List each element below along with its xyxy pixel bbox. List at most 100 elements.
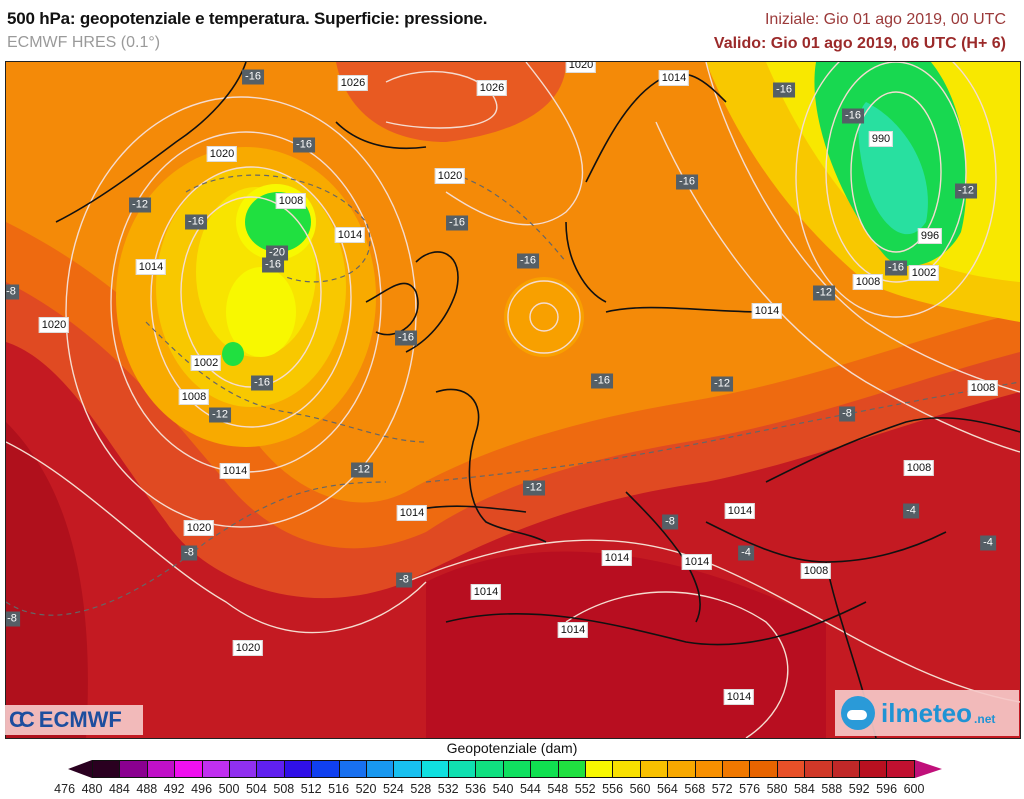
isotherm-label: -12 (813, 285, 835, 301)
isotherm-label: -16 (517, 253, 539, 269)
isobar-label: 1008 (852, 274, 884, 290)
isotherm-label: -12 (209, 407, 231, 423)
colorbar-swatch (531, 760, 559, 778)
isobar-label: 1008 (800, 563, 832, 579)
colorbar-swatch (750, 760, 778, 778)
colorbar-tick-label: 568 (684, 782, 706, 796)
isobar-label: 1008 (275, 193, 307, 209)
isobar-label: 1014 (470, 584, 502, 600)
isotherm-label: -8 (662, 514, 678, 530)
isobar-label: 1008 (967, 380, 999, 396)
cloud-sun-icon (841, 696, 875, 730)
colorbar-tick-label: 500 (218, 782, 240, 796)
isotherm-label: -4 (903, 503, 919, 519)
colorbar-swatch (640, 760, 669, 778)
colorbar-swatch (229, 760, 258, 778)
isobar-label: 990 (868, 131, 894, 147)
colorbar-swatch (668, 760, 696, 778)
colorbar-tick-label: 508 (273, 782, 295, 796)
isotherm-label: -12 (955, 183, 977, 199)
isobar-label: 1014 (334, 227, 366, 243)
ecmwf-emblem-icon: CC (9, 707, 35, 732)
colorbar-tick-label: 556 (602, 782, 624, 796)
colorbar-swatch (805, 760, 833, 778)
isotherm-label: -12 (351, 462, 373, 478)
colorbar-tick-label: 584 (793, 782, 815, 796)
colorbar-swatch (503, 760, 532, 778)
colorbar-swatch (312, 760, 340, 778)
isobar-label: 1008 (903, 460, 935, 476)
isobar-label: 1002 (908, 265, 940, 281)
weather-map[interactable]: 1026 1026 1020 1014 1020 1020 1008 1014 1014 1020… (5, 61, 1021, 739)
isotherm-label: -4 (738, 545, 754, 561)
isotherm-label: -12 (129, 197, 151, 213)
isobar-label: 1020 (565, 62, 597, 73)
init-time: Iniziale: Gio 01 ago 2019, 00 UTC (764, 11, 1006, 28)
isotherm-label: -16 (395, 330, 417, 346)
isobar-label: 1002 (190, 355, 222, 371)
isobar-label: 1014 (557, 622, 589, 638)
colorbar-tick-label: 588 (821, 782, 843, 796)
isotherm-label: -4 (980, 535, 996, 551)
colorbar-swatch (777, 760, 806, 778)
colorbar-tick-label: 552 (574, 782, 596, 796)
isobar-label: 1026 (337, 75, 369, 91)
isotherm-label: -8 (6, 611, 20, 627)
isobar-label: 1008 (178, 389, 210, 405)
geopotential-field (6, 62, 1020, 738)
colorbar-tick-label: 520 (355, 782, 377, 796)
colorbar-tick-label: 516 (328, 782, 350, 796)
colorbar-tick-label: 548 (547, 782, 569, 796)
colorbar-swatch (476, 760, 504, 778)
colorbar-tick-label: 504 (245, 782, 267, 796)
isobar-label: 1020 (183, 520, 215, 536)
colorbar-tick-label: 560 (629, 782, 651, 796)
colorbar-tick-label: 564 (656, 782, 678, 796)
isotherm-label: -16 (185, 214, 207, 230)
isotherm-label: -8 (396, 572, 412, 588)
isobar-label: 1014 (135, 259, 167, 275)
colorbar-swatch (147, 760, 176, 778)
isotherm-label: -16 (885, 260, 907, 276)
isobar-label: 1014 (396, 505, 428, 521)
isotherm-label: -16 (293, 137, 315, 153)
colorbar-swatch (859, 760, 888, 778)
isotherm-label: -8 (6, 284, 19, 300)
isotherm-label: -16 (262, 257, 284, 273)
colorbar-tick-label: 576 (739, 782, 761, 796)
colorbar-tick-label: 544 (519, 782, 541, 796)
colorbar-tick-label: 528 (410, 782, 432, 796)
colorbar-tick-label: 572 (711, 782, 733, 796)
model-subtitle: ECMWF HRES (0.1°) (7, 34, 161, 51)
isotherm-label: -16 (591, 373, 613, 389)
colorbar-tick-label: 476 (54, 782, 76, 796)
colorbar-tick-label: 480 (81, 782, 103, 796)
colorbar-swatch (722, 760, 751, 778)
isotherm-label: -16 (773, 82, 795, 98)
colorbar-tick-label: 592 (848, 782, 870, 796)
ilmeteo-logo-suffix: .net (974, 712, 996, 726)
colorbar-swatch (695, 760, 723, 778)
colorbar-under-arrow-icon (68, 760, 92, 778)
colorbar-swatch (613, 760, 641, 778)
isobar-label: 1020 (38, 317, 70, 333)
isotherm-label: -8 (839, 406, 855, 422)
isobar-label: 1014 (751, 303, 783, 319)
isotherm-label: -12 (711, 376, 733, 392)
isobar-label: 1014 (681, 554, 713, 570)
colorbar-swatch (421, 760, 450, 778)
map-title: 500 hPa: geopotenziale e temperatura. Su… (7, 9, 488, 28)
colorbar-tick-label: 496 (191, 782, 213, 796)
colorbar-tick-label: 600 (903, 782, 925, 796)
isobar-label: 1026 (476, 80, 508, 96)
isotherm-label: -12 (523, 480, 545, 496)
colorbar-tick-label: 524 (382, 782, 404, 796)
colorbar-swatch (175, 760, 203, 778)
colorbar-over-arrow-icon (914, 760, 942, 778)
valid-time: Valido: Gio 01 ago 2019, 06 UTC (H+ 6) (713, 35, 1006, 52)
ecmwf-logo: CC ECMWF (5, 705, 143, 735)
colorbar-swatch (449, 760, 477, 778)
colorbar-tick-label: 580 (766, 782, 788, 796)
isotherm-label: -16 (842, 108, 864, 124)
colorbar-swatch (586, 760, 614, 778)
